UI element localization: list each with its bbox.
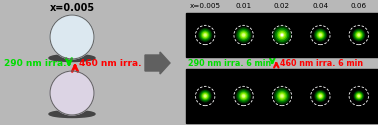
Circle shape (203, 32, 208, 38)
Circle shape (356, 93, 361, 99)
Circle shape (274, 88, 290, 104)
Circle shape (318, 94, 322, 98)
Circle shape (238, 90, 249, 102)
Text: 460 nm irra.: 460 nm irra. (79, 58, 141, 68)
Circle shape (320, 34, 321, 36)
Ellipse shape (49, 54, 95, 62)
Circle shape (355, 92, 363, 100)
Circle shape (354, 91, 364, 101)
Circle shape (320, 95, 321, 97)
Circle shape (241, 93, 246, 99)
Text: 0.02: 0.02 (274, 3, 290, 9)
Circle shape (319, 34, 322, 36)
Circle shape (277, 92, 287, 100)
Circle shape (238, 29, 249, 41)
Circle shape (243, 95, 244, 97)
Circle shape (201, 31, 209, 39)
Circle shape (318, 33, 323, 37)
Circle shape (203, 94, 208, 98)
Circle shape (317, 32, 324, 38)
Circle shape (202, 93, 209, 99)
Text: 0.06: 0.06 (351, 3, 367, 9)
Circle shape (274, 27, 290, 43)
Circle shape (281, 34, 283, 36)
Circle shape (277, 30, 287, 40)
Circle shape (316, 92, 325, 100)
Circle shape (241, 32, 246, 38)
Circle shape (243, 34, 244, 36)
Circle shape (280, 33, 284, 37)
Circle shape (314, 29, 327, 41)
Text: x=0.005: x=0.005 (190, 3, 221, 9)
Circle shape (199, 29, 212, 41)
Circle shape (279, 32, 285, 38)
Circle shape (357, 94, 361, 98)
Circle shape (50, 71, 94, 115)
Circle shape (276, 28, 289, 42)
Circle shape (239, 31, 248, 39)
Circle shape (280, 94, 284, 98)
Circle shape (358, 95, 360, 97)
Circle shape (242, 33, 245, 37)
Text: 460 nm irra. 6 min: 460 nm irra. 6 min (280, 58, 363, 68)
Circle shape (281, 34, 283, 36)
Circle shape (279, 93, 285, 99)
Circle shape (204, 34, 207, 36)
FancyArrow shape (145, 52, 170, 74)
Circle shape (240, 92, 248, 100)
Circle shape (199, 90, 211, 102)
Text: 0.04: 0.04 (312, 3, 328, 9)
Circle shape (356, 33, 361, 37)
Text: 290 nm irra.: 290 nm irra. (4, 58, 67, 68)
Circle shape (317, 93, 324, 99)
Bar (186, 69, 378, 123)
Text: 290 nm irra. 6 min: 290 nm irra. 6 min (188, 58, 271, 68)
Circle shape (242, 94, 245, 98)
Circle shape (237, 89, 251, 103)
Text: 0.01: 0.01 (235, 3, 252, 9)
Circle shape (281, 95, 283, 97)
Circle shape (276, 90, 288, 102)
Circle shape (50, 15, 94, 59)
Circle shape (204, 95, 206, 97)
Circle shape (236, 28, 251, 42)
Circle shape (319, 95, 322, 97)
Text: x=0.005: x=0.005 (50, 3, 94, 13)
Circle shape (353, 29, 365, 41)
Circle shape (358, 34, 360, 36)
Circle shape (354, 30, 363, 40)
Circle shape (355, 32, 362, 38)
Bar (186, 13, 378, 57)
Circle shape (315, 90, 326, 102)
Circle shape (201, 91, 210, 101)
Circle shape (316, 30, 325, 40)
Circle shape (358, 34, 359, 36)
Circle shape (204, 95, 206, 97)
Circle shape (200, 30, 210, 40)
Circle shape (204, 34, 206, 36)
Ellipse shape (49, 110, 95, 117)
